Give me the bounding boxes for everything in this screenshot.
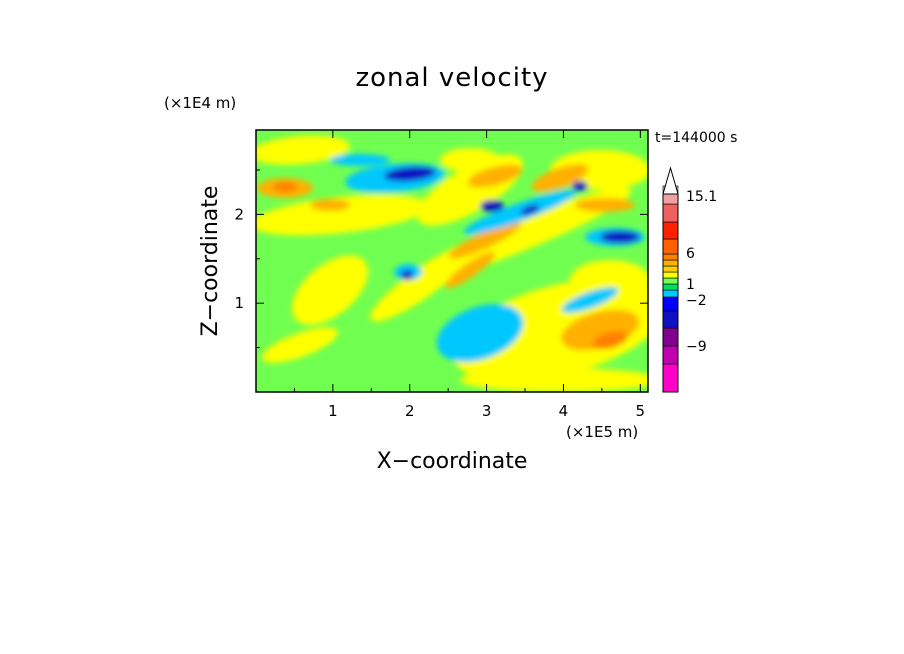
contour-patch xyxy=(436,304,524,362)
colorbar-swatch xyxy=(662,203,679,223)
x-tick-label: 2 xyxy=(405,402,415,420)
contour-patch xyxy=(453,278,648,382)
colorbar-label: −9 xyxy=(686,339,707,355)
contour-patch xyxy=(570,260,648,300)
contour-patch xyxy=(330,154,390,166)
contour-patch xyxy=(440,148,500,172)
colorbar-label: 15.1 xyxy=(686,189,717,205)
colorbar-swatch xyxy=(662,238,679,255)
x-tick-label: 5 xyxy=(636,402,646,420)
colorbar-swatch xyxy=(662,310,679,329)
contour-patch xyxy=(256,135,350,165)
contour-patch xyxy=(467,164,523,188)
contour-patch xyxy=(273,182,297,192)
colorbar-swatch xyxy=(662,221,679,240)
colorbar-swatch xyxy=(662,271,679,279)
contour-patch xyxy=(600,231,640,243)
x-axis-title: X−coordinate xyxy=(377,449,528,474)
colorbar-extend-arrow xyxy=(662,166,679,195)
contour-patch xyxy=(370,248,470,322)
x-unit-label: (×1E5 m) xyxy=(566,423,638,441)
contour-patch xyxy=(310,199,350,211)
contour-patch xyxy=(480,200,504,212)
x-tick-label: 1 xyxy=(328,402,338,420)
chart-title: zonal velocity xyxy=(355,63,548,93)
x-axis: 1 2 3 4 5 xyxy=(293,130,646,420)
x-tick-label: 4 xyxy=(559,402,569,420)
colorbar-swatch xyxy=(662,345,679,365)
colorbar-label: 1 xyxy=(686,277,695,293)
y-tick-label: 2 xyxy=(234,205,244,223)
colorbar: 15.1 6 1−2 −9 xyxy=(662,166,717,393)
contour-patch xyxy=(256,194,430,236)
contour-patch xyxy=(401,270,413,280)
contour-patch xyxy=(448,221,522,259)
contour-patch xyxy=(561,287,619,313)
contour-patch xyxy=(384,166,436,182)
colorbar-frame xyxy=(662,193,679,393)
contour-patch xyxy=(575,198,635,212)
contour-patch xyxy=(460,368,648,392)
x-tick-label: 3 xyxy=(482,402,492,420)
colorbar-swatch xyxy=(662,363,679,393)
contour-patch xyxy=(592,330,628,350)
colorbar-label: 6 xyxy=(686,246,695,262)
plot-area xyxy=(256,130,648,392)
colorbar-swatch xyxy=(662,259,679,267)
velocity-field xyxy=(256,135,648,392)
colorbar-swatch xyxy=(662,253,679,261)
y-axis-title: Z−coordinate xyxy=(198,186,223,337)
time-label: t=144000 s xyxy=(655,130,737,146)
y-tick-label: 1 xyxy=(234,294,244,312)
colorbar-swatch xyxy=(662,289,679,298)
plot-frame xyxy=(255,129,649,393)
y-unit-label: (×1E4 m) xyxy=(164,94,236,112)
colorbar-swatch xyxy=(662,283,679,291)
colorbar-swatch xyxy=(662,265,679,273)
y-axis: 12 xyxy=(234,169,648,349)
contour-patch xyxy=(291,255,369,325)
contour-patch xyxy=(262,327,338,363)
colorbar-label: −2 xyxy=(686,293,707,309)
contour-patch xyxy=(463,189,577,235)
colorbar-swatch xyxy=(662,296,679,312)
colorbar-swatch xyxy=(662,277,679,285)
contour-patch xyxy=(520,204,540,216)
contour-patch xyxy=(572,181,588,191)
contour-patch xyxy=(531,164,589,192)
colorbar-swatch xyxy=(662,327,679,347)
contour-patch xyxy=(445,251,495,289)
